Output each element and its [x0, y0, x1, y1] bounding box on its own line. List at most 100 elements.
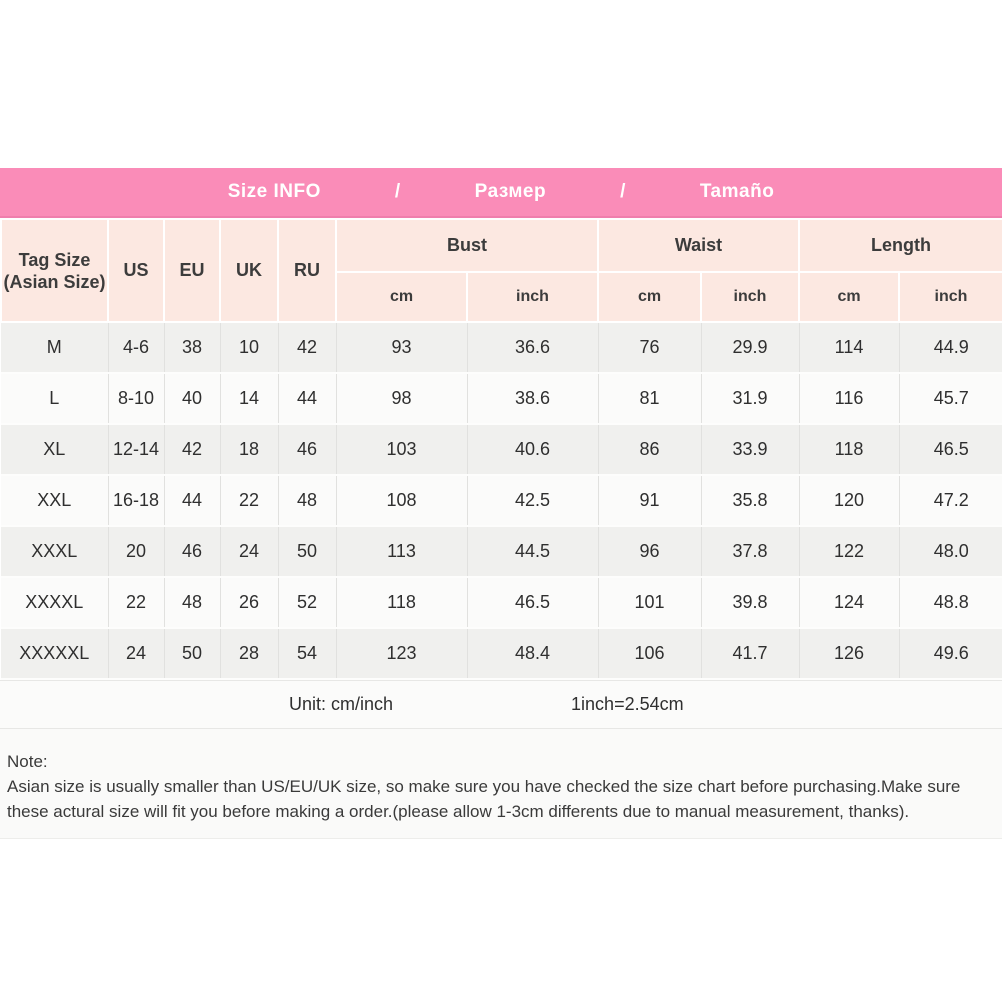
- cell-tag: M: [1, 322, 109, 374]
- cell-length-inch: 44.9: [899, 322, 1002, 374]
- cell-bust-cm: 113: [336, 526, 468, 578]
- header-bust-cm: cm: [335, 271, 468, 323]
- cell-waist-cm: 96: [598, 526, 702, 578]
- header-tag-size-line2: (Asian Size): [3, 271, 106, 292]
- header-us: US: [107, 218, 165, 323]
- cell-uk: 26: [220, 577, 279, 629]
- cell-us: 4-6: [108, 322, 165, 374]
- banner-slash-1: /: [394, 181, 401, 202]
- cell-bust-inch: 46.5: [467, 577, 599, 629]
- table-row-xxxxl: XXXXL 22 48 26 52 118 46.5 101 39.8 124 …: [1, 577, 1002, 629]
- cell-waist-cm: 101: [598, 577, 702, 629]
- cell-waist-inch: 35.8: [701, 475, 800, 527]
- cell-waist-inch: 37.8: [701, 526, 800, 578]
- header-ru: RU: [277, 218, 337, 323]
- cell-tag: L: [1, 373, 109, 425]
- cell-length-inch: 47.2: [899, 475, 1002, 527]
- cell-uk: 28: [220, 628, 279, 680]
- cell-length-inch: 48.0: [899, 526, 1002, 578]
- cell-tag: XL: [1, 424, 109, 476]
- cell-uk: 10: [220, 322, 279, 374]
- cell-eu: 44: [164, 475, 221, 527]
- cell-bust-inch: 42.5: [467, 475, 599, 527]
- header-waist: Waist: [597, 218, 800, 273]
- size-table: Tag Size (Asian Size) US EU UK RU Bust W…: [0, 218, 1002, 680]
- cell-bust-cm: 98: [336, 373, 468, 425]
- header-bust-inch: inch: [466, 271, 599, 323]
- cell-ru: 50: [278, 526, 337, 578]
- cell-us: 16-18: [108, 475, 165, 527]
- cell-tag: XXXXL: [1, 577, 109, 629]
- table-row-xxl: XXL 16-18 44 22 48 108 42.5 91 35.8 120 …: [1, 475, 1002, 527]
- cell-uk: 22: [220, 475, 279, 527]
- cell-us: 12-14: [108, 424, 165, 476]
- cell-us: 24: [108, 628, 165, 680]
- header-length: Length: [798, 218, 1002, 273]
- cell-eu: 40: [164, 373, 221, 425]
- cell-uk: 14: [220, 373, 279, 425]
- cell-eu: 42: [164, 424, 221, 476]
- cell-ru: 46: [278, 424, 337, 476]
- cell-length-cm: 114: [799, 322, 900, 374]
- cell-length-inch: 45.7: [899, 373, 1002, 425]
- note-title: Note:: [7, 752, 48, 771]
- cell-bust-cm: 123: [336, 628, 468, 680]
- cell-uk: 18: [220, 424, 279, 476]
- banner-slash-2: /: [620, 181, 626, 202]
- cell-waist-inch: 33.9: [701, 424, 800, 476]
- conversion-label: 1inch=2.54cm: [571, 694, 684, 714]
- cell-bust-cm: 118: [336, 577, 468, 629]
- cell-length-cm: 116: [799, 373, 900, 425]
- cell-bust-cm: 103: [336, 424, 468, 476]
- cell-us: 20: [108, 526, 165, 578]
- cell-waist-cm: 81: [598, 373, 702, 425]
- cell-bust-inch: 36.6: [467, 322, 599, 374]
- table-row-xxxl: XXXL 20 46 24 50 113 44.5 96 37.8 122 48…: [1, 526, 1002, 578]
- table-row-xxxxxl: XXXXXL 24 50 28 54 123 48.4 106 41.7 126…: [1, 628, 1002, 680]
- cell-waist-cm: 106: [598, 628, 702, 680]
- cell-length-cm: 122: [799, 526, 900, 578]
- cell-length-cm: 126: [799, 628, 900, 680]
- cell-ru: 54: [278, 628, 337, 680]
- cell-waist-inch: 29.9: [701, 322, 800, 374]
- cell-length-cm: 124: [799, 577, 900, 629]
- cell-eu: 48: [164, 577, 221, 629]
- cell-length-inch: 46.5: [899, 424, 1002, 476]
- cell-bust-cm: 108: [336, 475, 468, 527]
- cell-bust-inch: 38.6: [467, 373, 599, 425]
- size-info-banner: Size INFO / Размер / Tamaño: [0, 168, 1002, 218]
- header-tag-size-line1: Tag Size: [18, 249, 91, 270]
- cell-eu: 50: [164, 628, 221, 680]
- cell-waist-inch: 31.9: [701, 373, 800, 425]
- cell-us: 8-10: [108, 373, 165, 425]
- header-eu: EU: [163, 218, 221, 323]
- header-bust: Bust: [335, 218, 599, 273]
- cell-ru: 48: [278, 475, 337, 527]
- cell-eu: 46: [164, 526, 221, 578]
- cell-tag: XXXL: [1, 526, 109, 578]
- cell-bust-inch: 48.4: [467, 628, 599, 680]
- header-row-units: cm inch cm inch cm inch: [1, 271, 1002, 323]
- cell-ru: 44: [278, 373, 337, 425]
- cell-bust-cm: 93: [336, 322, 468, 374]
- header-length-cm: cm: [798, 271, 900, 323]
- header-row-groups: Tag Size (Asian Size) US EU UK RU Bust W…: [0, 218, 1002, 323]
- note-section: Note: Asian size is usually smaller than…: [0, 729, 1002, 839]
- banner-label-en: Size INFO: [227, 181, 321, 202]
- header-tag-size: Tag Size (Asian Size): [0, 218, 109, 323]
- cell-length-inch: 48.8: [899, 577, 1002, 629]
- cell-length-inch: 49.6: [899, 628, 1002, 680]
- table-row-xl: XL 12-14 42 18 46 103 40.6 86 33.9 118 4…: [1, 424, 1002, 476]
- unit-label: Unit: cm/inch: [289, 694, 394, 714]
- cell-length-cm: 120: [799, 475, 900, 527]
- cell-tag: XXXXXL: [1, 628, 109, 680]
- cell-waist-cm: 86: [598, 424, 702, 476]
- header-waist-cm: cm: [597, 271, 702, 323]
- cell-ru: 52: [278, 577, 337, 629]
- cell-waist-cm: 91: [598, 475, 702, 527]
- cell-bust-inch: 44.5: [467, 526, 599, 578]
- table-row-m: M 4-6 38 10 42 93 36.6 76 29.9 114 44.9: [1, 322, 1002, 374]
- cell-eu: 38: [164, 322, 221, 374]
- table-row-l: L 8-10 40 14 44 98 38.6 81 31.9 116 45.7: [1, 373, 1002, 425]
